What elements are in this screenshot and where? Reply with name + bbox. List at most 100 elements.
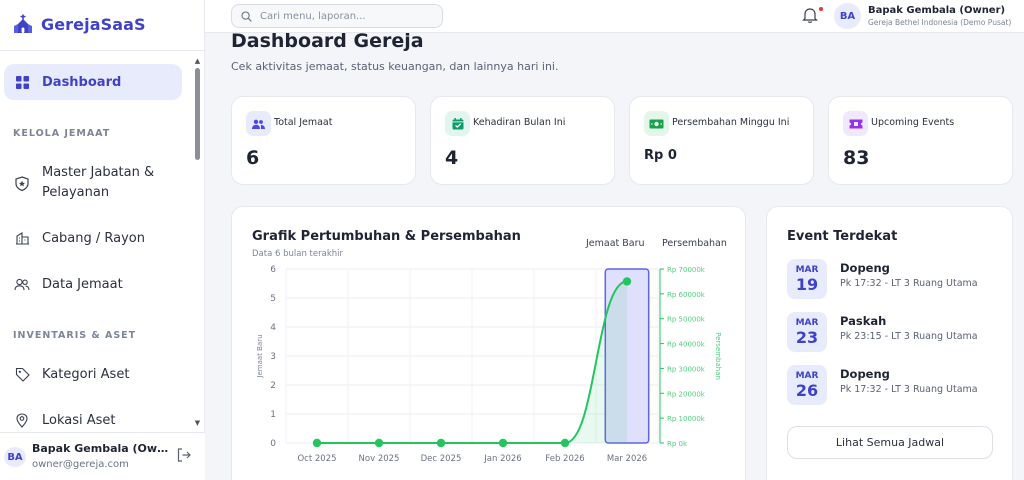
avatar[interactable]: BA <box>834 3 861 29</box>
sidebar-item-master-jabatan[interactable]: Master Jabatan & Pelayanan <box>4 161 182 205</box>
sidebar-scrollbar[interactable]: ▲ ▼ <box>194 57 201 427</box>
notification-dot <box>819 7 823 11</box>
scroll-up-arrow-icon[interactable]: ▲ <box>194 57 201 65</box>
stat-value: 4 <box>445 147 459 169</box>
event-item[interactable]: MAR 19 Dopeng Pk 17:32 - LT 3 Ruang Utam… <box>787 259 1007 303</box>
stat-card-total-jemaat[interactable]: Total Jemaat 6 <box>231 96 416 185</box>
chart-title: Grafik Pertumbuhan & Persembahan <box>252 229 521 244</box>
event-name: Dopeng <box>840 367 890 381</box>
stat-label: Total Jemaat <box>274 117 333 128</box>
data-point <box>312 438 322 448</box>
brand[interactable]: GerejaSaaS <box>13 14 146 34</box>
avatar: BA <box>4 447 26 467</box>
data-point <box>498 438 508 448</box>
data-point <box>374 438 384 448</box>
stat-label: Persembahan Minggu Ini <box>672 117 790 128</box>
y-right-tick-label: Rp 10000k <box>667 415 706 423</box>
scroll-down-arrow-icon[interactable]: ▼ <box>194 419 201 427</box>
sidebar-user-email: owner@gereja.com <box>32 459 129 470</box>
y-right-tick-label: Rp 20000k <box>667 390 706 398</box>
event-date-badge: MAR 23 <box>787 312 827 352</box>
map-pin-icon <box>14 412 30 428</box>
sidebar-user-name: Bapak Gembala (Owner) <box>32 442 170 455</box>
search-icon <box>241 10 252 22</box>
stat-value: 83 <box>843 147 870 169</box>
sidebar-item-label: Dashboard <box>42 74 122 90</box>
stat-card-upcoming-events[interactable]: Upcoming Events 83 <box>828 96 1013 185</box>
sidebar-item-dashboard[interactable]: Dashboard <box>4 64 182 100</box>
chart-subtitle: Data 6 bulan terakhir <box>252 249 343 259</box>
money-icon <box>644 111 669 136</box>
event-title: Event Terdekat <box>787 229 898 244</box>
ticket-icon <box>843 111 868 136</box>
event-month: MAR <box>795 317 819 328</box>
stat-label: Upcoming Events <box>871 117 955 128</box>
y-tick-label: 6 <box>270 265 276 275</box>
event-month: MAR <box>795 370 819 381</box>
event-item[interactable]: MAR 23 Paskah Pk 23:15 - LT 3 Ruang Utam… <box>787 312 1007 356</box>
event-name: Dopeng <box>840 261 890 275</box>
scroll-thumb[interactable] <box>195 68 200 160</box>
logout-icon[interactable] <box>176 447 192 463</box>
nav-section-kelola-jemaat: KELOLA JEMAAT <box>13 128 111 139</box>
event-day: 26 <box>795 380 819 400</box>
shield-star-icon <box>14 175 30 191</box>
topbar-user-name[interactable]: Bapak Gembala (Owner) <box>868 5 1006 16</box>
event-item[interactable]: MAR 26 Dopeng Pk 17:32 - LT 3 Ruang Utam… <box>787 365 1007 409</box>
sidebar-divider <box>0 50 205 51</box>
legend-persembahan[interactable]: Persembahan <box>662 238 727 249</box>
chart-card: Grafik Pertumbuhan & Persembahan Data 6 … <box>231 206 746 480</box>
sidebar-item-lokasi-aset[interactable]: Lokasi Aset <box>4 409 182 431</box>
sidebar-item-label: Master Jabatan & Pelayanan <box>42 165 155 200</box>
y-axis-title: Jemaat Baru <box>256 334 264 378</box>
sidebar-item-label: Cabang / Rayon <box>42 230 145 246</box>
y-tick-label: 4 <box>270 323 276 333</box>
topbar-user-org: Gereja Bethel Indonesia (Demo Pusat) <box>868 18 1012 27</box>
see-all-schedule-button[interactable]: Lihat Semua Jadwal <box>787 426 993 459</box>
page-title: Dashboard Gereja <box>231 30 424 52</box>
bar <box>604 268 650 444</box>
sidebar-item-kategori-aset[interactable]: Kategori Aset <box>4 363 182 385</box>
search-bar[interactable] <box>231 4 443 28</box>
y-tick-label: 0 <box>270 439 276 449</box>
data-point <box>560 438 570 448</box>
event-date-badge: MAR 26 <box>787 365 827 405</box>
y-tick-label: 3 <box>270 352 276 362</box>
sidebar-item-cabang-rayon[interactable]: Cabang / Rayon <box>4 227 182 249</box>
event-day: 19 <box>795 274 819 294</box>
sidebar-item-data-jemaat[interactable]: Data Jemaat <box>4 273 182 295</box>
stat-value: Rp 0 <box>644 148 677 163</box>
y-right-tick-label: Rp 60000k <box>667 291 706 299</box>
event-date-badge: MAR 19 <box>787 259 827 299</box>
y-right-tick-label: Rp 40000k <box>667 341 706 349</box>
stat-label: Kehadiran Bulan Ini <box>473 117 566 128</box>
nav-section-inventaris-aset: INVENTARIS & ASET <box>13 330 137 341</box>
stat-card-persembahan[interactable]: Persembahan Minggu Ini Rp 0 <box>629 96 814 185</box>
building-icon <box>14 230 30 246</box>
y-right-tick-label: Rp 50000k <box>667 316 706 324</box>
topbar: BA Bapak Gembala (Owner) Gereja Bethel I… <box>205 0 1024 33</box>
y-tick-label: 5 <box>270 294 276 304</box>
event-detail: Pk 23:15 - LT 3 Ruang Utama <box>840 331 978 342</box>
search-input[interactable] <box>260 10 430 22</box>
x-tick-label: Mar 2026 <box>607 454 647 464</box>
sidebar-item-label: Kategori Aset <box>42 366 130 382</box>
sidebar-item-label: Lokasi Aset <box>42 412 116 428</box>
x-tick-label: Oct 2025 <box>297 454 336 464</box>
data-point <box>622 277 632 286</box>
line-area <box>317 281 627 443</box>
stat-card-kehadiran[interactable]: Kehadiran Bulan Ini 4 <box>430 96 615 185</box>
calendar-check-icon <box>445 111 470 136</box>
brand-name: GerejaSaaS <box>41 14 146 34</box>
event-card: Event Terdekat MAR 19 Dopeng Pk 17:32 - … <box>766 206 1013 480</box>
users-icon <box>14 276 30 292</box>
data-point <box>436 438 446 448</box>
y-right-tick-label: Rp 30000k <box>667 365 706 373</box>
legend-jemaat-baru[interactable]: Jemaat Baru <box>586 238 645 249</box>
bell-icon[interactable] <box>801 6 819 24</box>
event-month: MAR <box>795 264 819 275</box>
y-right-axis-title: Persembahan <box>714 332 722 380</box>
users-icon <box>246 111 271 136</box>
sidebar-nav: Dashboard KELOLA JEMAAT Master Jabatan &… <box>0 51 205 431</box>
x-tick-label: Feb 2026 <box>545 454 584 464</box>
